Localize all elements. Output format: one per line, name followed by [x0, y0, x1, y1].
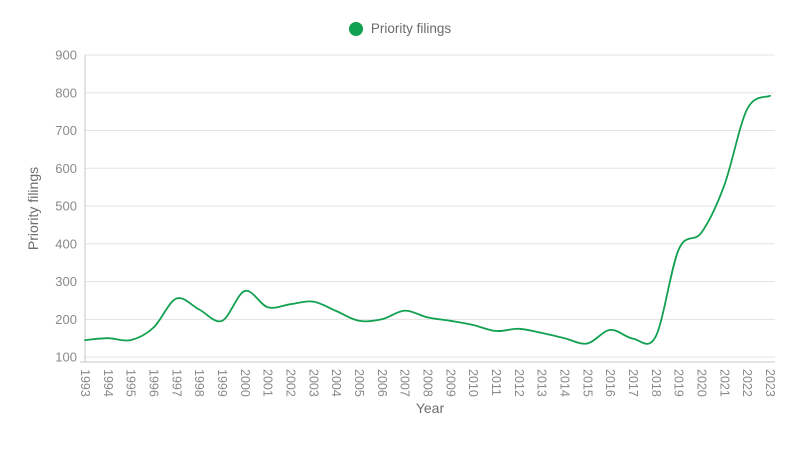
x-tick-label-2003: 2003: [306, 369, 320, 397]
x-tick-label-2011: 2011: [489, 369, 503, 396]
x-tick-label-2006: 2006: [375, 369, 389, 397]
x-tick-label-2012: 2012: [512, 369, 526, 397]
x-tick-label-1996: 1996: [147, 369, 161, 397]
x-tick-label-2017: 2017: [626, 369, 640, 397]
legend-marker-icon: [348, 22, 363, 36]
y-tick-label-700: 700: [55, 123, 77, 138]
x-axis-title: Year: [416, 400, 445, 416]
x-tick-label-2023: 2023: [763, 369, 777, 397]
x-tick-label-2015: 2015: [580, 369, 594, 397]
x-tick-label-2007: 2007: [398, 369, 412, 397]
x-tick-label-2020: 2020: [695, 369, 709, 397]
y-tick-label-500: 500: [55, 199, 77, 214]
y-tick-label-900: 900: [55, 48, 77, 63]
x-tick-label-1998: 1998: [192, 369, 206, 397]
x-tick-label-2004: 2004: [329, 369, 343, 397]
series-line: [84, 94, 771, 345]
y-tick-label-100: 100: [55, 350, 77, 365]
x-tick-label-2014: 2014: [558, 369, 572, 397]
x-tick-label-2021: 2021: [717, 369, 731, 397]
y-tick-label-200: 200: [55, 312, 77, 327]
x-tick-label-2000: 2000: [238, 369, 252, 397]
y-tick-label-600: 600: [55, 161, 77, 176]
x-tick-label-1999: 1999: [215, 369, 229, 397]
legend-label: Priority filings: [370, 21, 452, 36]
x-tick-label-2019: 2019: [672, 369, 686, 397]
y-axis-title: Priority filings: [25, 167, 41, 250]
legend[interactable]: Priority filings: [0, 22, 800, 36]
x-tick-label-2009: 2009: [443, 369, 457, 397]
x-tick-label-2022: 2022: [740, 369, 754, 397]
y-tick-label-300: 300: [55, 274, 77, 289]
x-tick-label-2005: 2005: [352, 369, 366, 397]
x-tick-label-2013: 2013: [535, 369, 549, 397]
y-tick-label-800: 800: [55, 85, 77, 100]
x-tick-label-2008: 2008: [421, 369, 435, 397]
x-tick-label-2016: 2016: [603, 369, 617, 397]
x-tick-label-2018: 2018: [649, 369, 663, 397]
x-tick-label-2010: 2010: [466, 369, 480, 397]
x-tick-label-1994: 1994: [101, 369, 115, 397]
x-tick-label-1995: 1995: [124, 369, 138, 397]
x-tick-label-2002: 2002: [284, 369, 298, 397]
x-tick-label-1997: 1997: [169, 369, 183, 397]
x-tick-label-1993: 1993: [78, 369, 92, 397]
x-tick-label-2001: 2001: [261, 369, 275, 397]
y-tick-label-400: 400: [55, 236, 77, 251]
